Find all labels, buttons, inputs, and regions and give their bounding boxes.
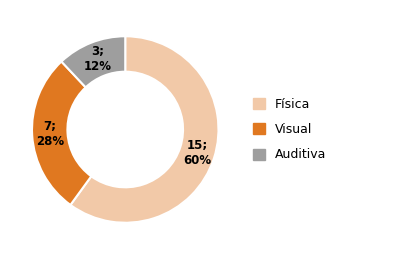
- Text: 3;
12%: 3; 12%: [84, 45, 112, 73]
- Text: 15;
60%: 15; 60%: [183, 139, 211, 167]
- Wedge shape: [70, 36, 219, 223]
- Text: 7;
28%: 7; 28%: [36, 120, 64, 148]
- Wedge shape: [32, 62, 91, 205]
- Legend: Física, Visual, Auditiva: Física, Visual, Auditiva: [253, 97, 326, 162]
- Wedge shape: [61, 36, 125, 87]
